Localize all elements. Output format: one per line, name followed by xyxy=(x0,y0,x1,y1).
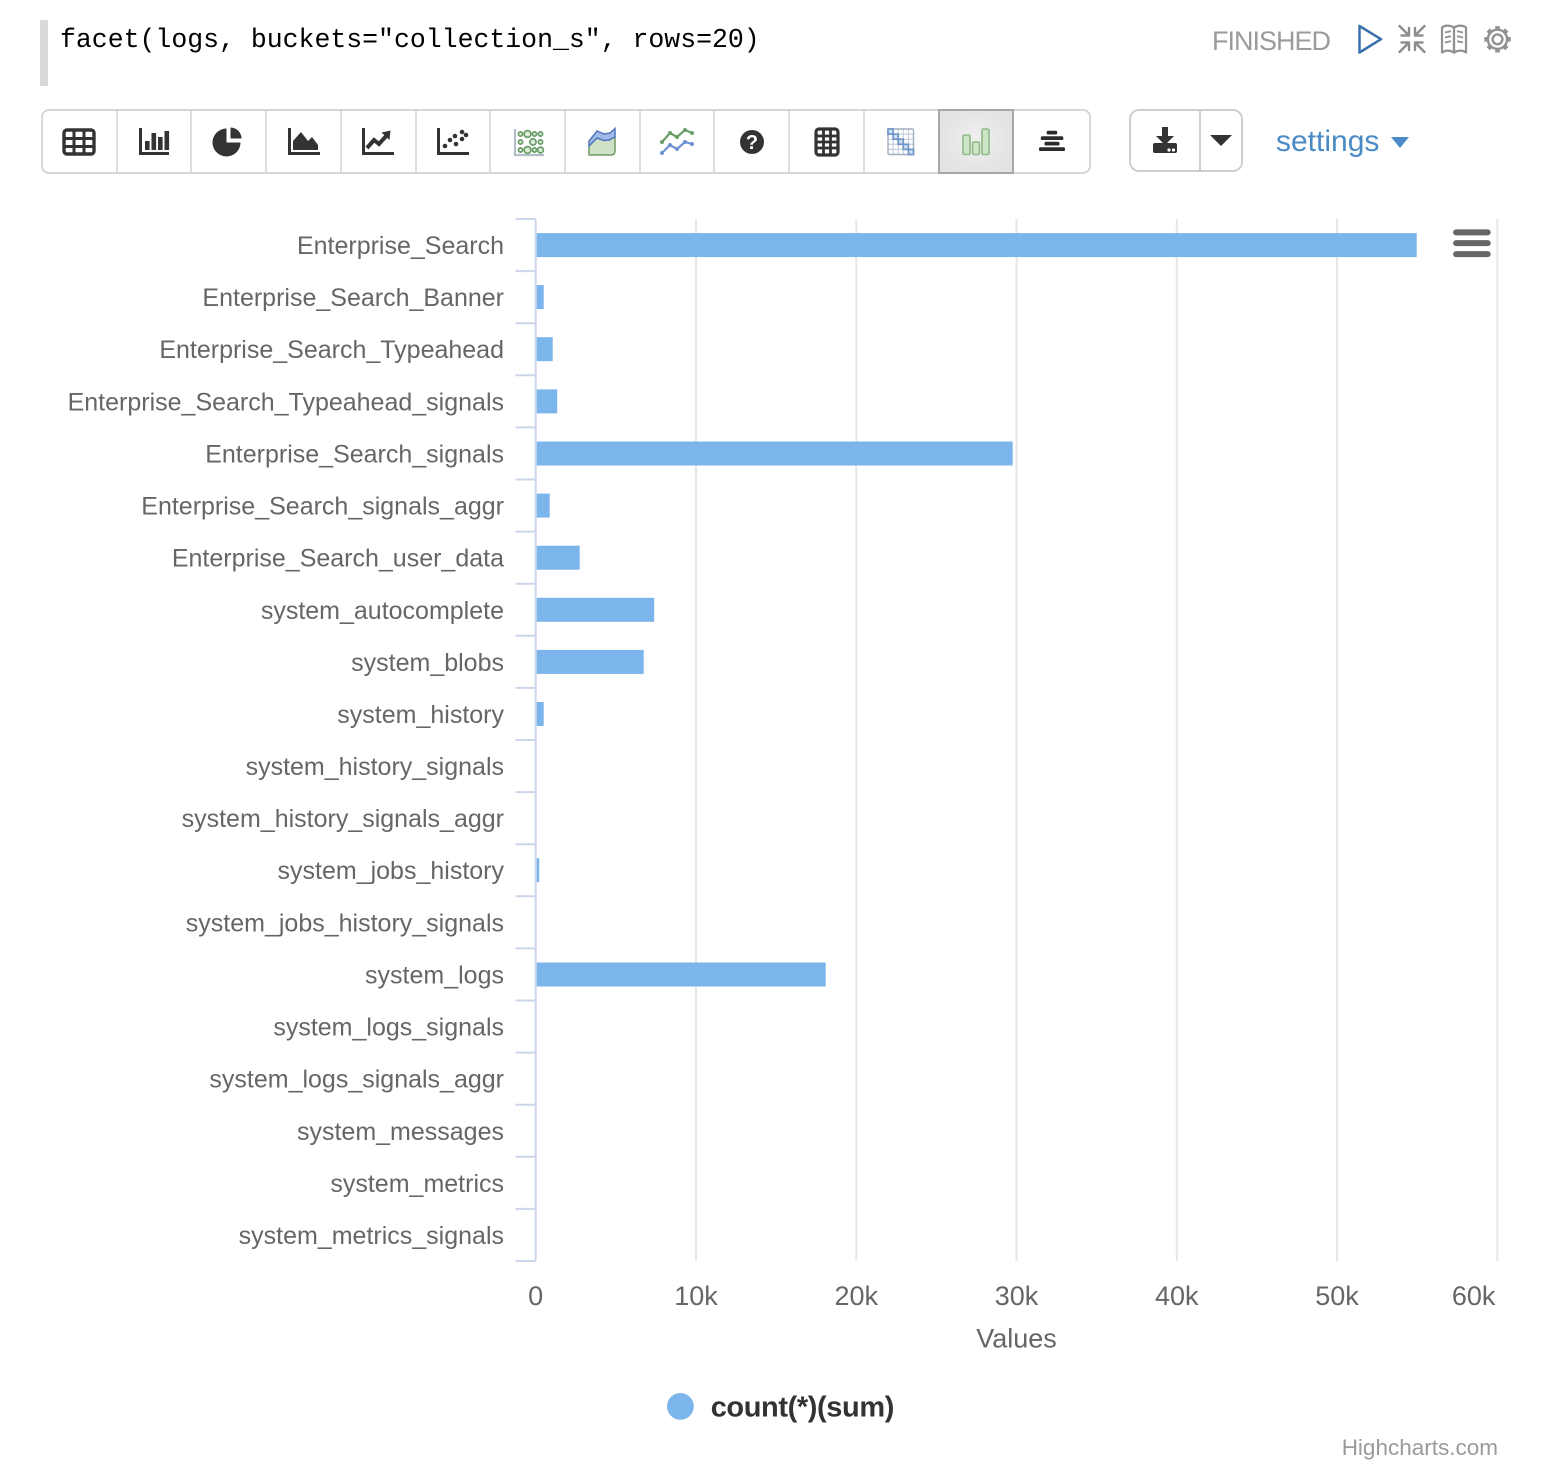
svg-text:system_history_signals: system_history_signals xyxy=(246,753,504,781)
svg-text:Enterprise_Search_Typeahead_si: Enterprise_Search_Typeahead_signals xyxy=(68,388,504,416)
svg-text:20k: 20k xyxy=(834,1281,878,1311)
svg-text:system_logs_signals: system_logs_signals xyxy=(273,1014,504,1042)
svg-text:system_messages: system_messages xyxy=(297,1118,504,1146)
svg-text:system_history_signals_aggr: system_history_signals_aggr xyxy=(182,805,504,833)
svg-text:Highcharts.com: Highcharts.com xyxy=(1342,1435,1498,1460)
svg-text:system_jobs_history_signals: system_jobs_history_signals xyxy=(186,909,504,937)
svg-text:system_jobs_history: system_jobs_history xyxy=(278,857,505,885)
svg-text:system_metrics: system_metrics xyxy=(330,1170,504,1198)
svg-text:system_logs_signals_aggr: system_logs_signals_aggr xyxy=(209,1066,504,1094)
svg-text:10k: 10k xyxy=(674,1281,718,1311)
svg-text:Enterprise_Search_signals_aggr: Enterprise_Search_signals_aggr xyxy=(141,493,504,521)
svg-text:system_blobs: system_blobs xyxy=(351,649,504,677)
svg-text:Enterprise_Search_Banner: Enterprise_Search_Banner xyxy=(202,284,504,312)
svg-text:50k: 50k xyxy=(1315,1281,1359,1311)
svg-text:count(*)(sum): count(*)(sum) xyxy=(711,1392,894,1424)
svg-text:Enterprise_Search_Typeahead: Enterprise_Search_Typeahead xyxy=(159,336,504,364)
svg-text:?: ? xyxy=(746,132,758,154)
svg-text:Enterprise_Search_signals: Enterprise_Search_signals xyxy=(205,441,504,469)
svg-text:system_metrics_signals: system_metrics_signals xyxy=(239,1222,504,1250)
svg-text:Enterprise_Search_user_data: Enterprise_Search_user_data xyxy=(172,545,504,573)
svg-text:60k: 60k xyxy=(1452,1281,1496,1311)
svg-text:system_autocomplete: system_autocomplete xyxy=(261,597,504,625)
svg-text:Values: Values xyxy=(976,1324,1057,1354)
svg-text:Enterprise_Search: Enterprise_Search xyxy=(297,232,504,260)
svg-text:system_history: system_history xyxy=(337,701,504,729)
svg-text:system_logs: system_logs xyxy=(365,962,504,990)
svg-text:40k: 40k xyxy=(1155,1281,1199,1311)
svg-text:30k: 30k xyxy=(995,1281,1039,1311)
svg-text:0: 0 xyxy=(528,1281,543,1311)
